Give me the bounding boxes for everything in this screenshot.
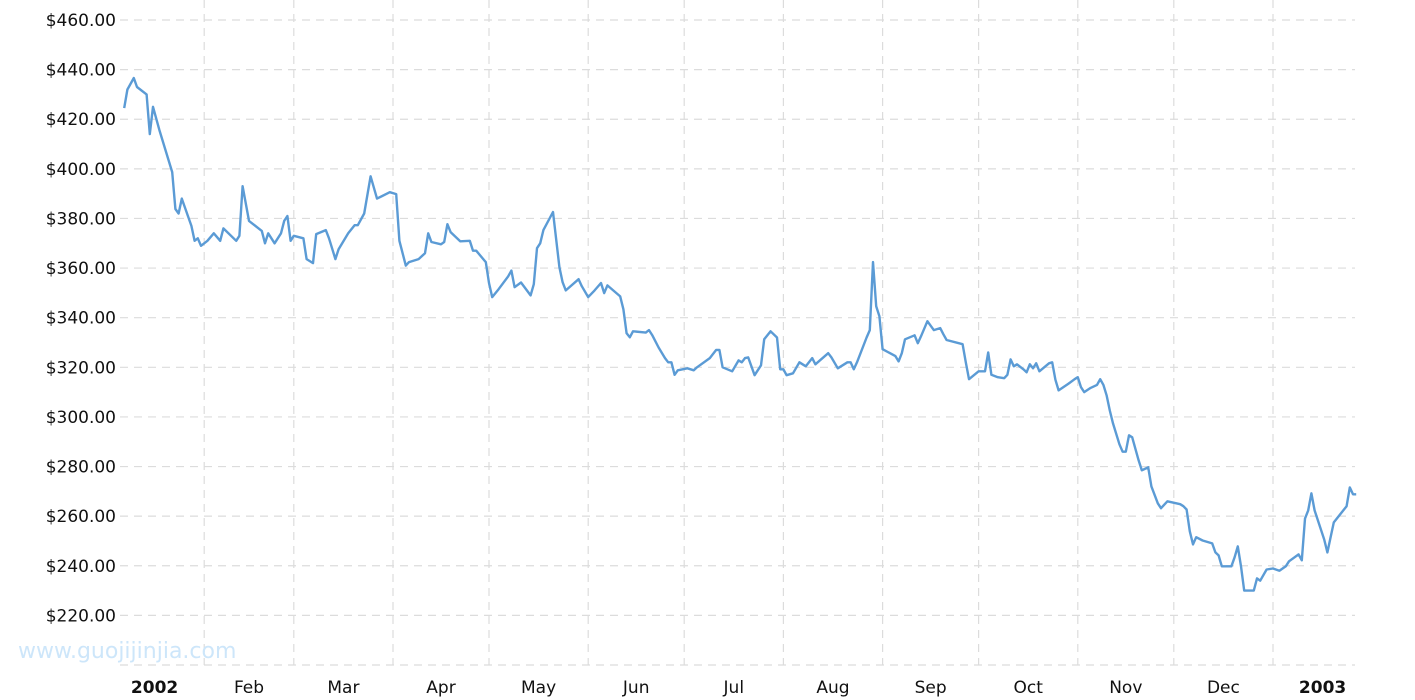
x-tick-label: May	[521, 678, 556, 698]
x-tick-label: Dec	[1207, 678, 1240, 698]
y-tick-label: $420.00	[46, 110, 116, 130]
x-tick-label: Nov	[1109, 678, 1142, 698]
x-tick-label: Aug	[816, 678, 849, 698]
horizontal-gridlines	[120, 19, 1355, 666]
x-tick-label: Mar	[327, 678, 359, 698]
y-tick-label: $300.00	[46, 408, 116, 428]
y-tick-label: $320.00	[46, 358, 116, 378]
y-tick-label: $280.00	[46, 458, 116, 478]
y-axis-tick-labels: $460.00 $440.00 $420.00 $400.00 $380.00 $360.…	[46, 11, 116, 626]
x-axis-tick-labels: 2002 Feb Mar Apr May Jun Jul Aug Sep Oct Nov Dec 200…	[131, 678, 1346, 698]
x-tick-label: Sep	[915, 678, 947, 698]
x-tick-label: Feb	[234, 678, 264, 698]
y-tick-label: $360.00	[46, 259, 116, 279]
data-points	[124, 78, 1356, 591]
watermark: www.guojijinjia.com	[18, 639, 237, 664]
x-tick-label: Jul	[723, 678, 745, 698]
y-tick-label: $240.00	[46, 557, 116, 577]
y-tick-label: $260.00	[46, 507, 116, 527]
x-tick-label: Oct	[1013, 678, 1043, 698]
x-tick-label: Jun	[622, 678, 650, 698]
x-tick-label: 2002	[131, 678, 178, 698]
y-tick-label: $400.00	[46, 160, 116, 180]
y-tick-label: $380.00	[46, 209, 116, 229]
y-tick-label: $460.00	[46, 11, 116, 31]
price-series-line	[123, 76, 1357, 592]
y-tick-label: $220.00	[46, 606, 116, 626]
y-tick-label: $440.00	[46, 61, 116, 81]
y-tick-label: $340.00	[46, 309, 116, 329]
x-tick-label: Apr	[426, 678, 455, 698]
x-tick-label: 2003	[1299, 678, 1346, 698]
